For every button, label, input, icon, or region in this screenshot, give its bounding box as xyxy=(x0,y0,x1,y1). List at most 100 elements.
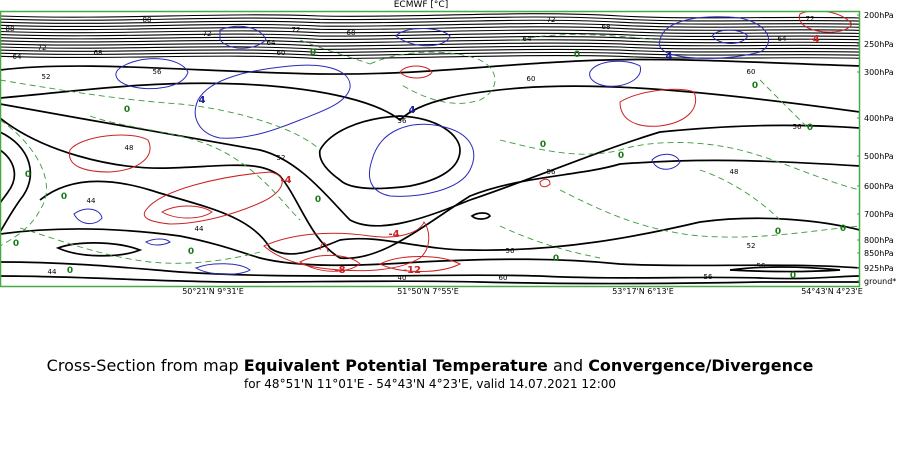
theta-e-isoline xyxy=(0,117,860,260)
pressure-axis: 200hPa 250hPa 300hPa 400hPa 500hPa 600hPa 700h… xyxy=(857,11,896,286)
isoline-label: 68 xyxy=(347,29,356,37)
isoline-label: 72 xyxy=(38,44,47,52)
zero-isolines xyxy=(0,34,860,264)
theta-e-isoline xyxy=(0,149,16,205)
zero-label: 0 xyxy=(61,192,67,202)
divergence-contour xyxy=(194,64,351,139)
isoline-label: 72 xyxy=(547,16,556,24)
convergence-isolines xyxy=(69,11,853,272)
pressure-tick-label: ground* xyxy=(864,277,896,286)
title-variable-2: Convergence/Divergence xyxy=(588,356,814,375)
zero-label: 0 xyxy=(618,151,624,161)
zero-contour xyxy=(519,34,661,41)
title-prefix: Cross-Section from map xyxy=(46,356,244,375)
divergence-contour xyxy=(115,58,189,90)
isoline-label: 52 xyxy=(42,73,51,81)
divergence-label: 4 xyxy=(199,95,206,106)
pressure-tick-label: 200hPa xyxy=(864,11,894,20)
isoline-label: 56 xyxy=(153,68,162,76)
divergence-contour xyxy=(73,208,103,224)
x-tick-label: 53°17'N 6°13'E xyxy=(612,287,674,296)
convergence-label: -12 xyxy=(403,265,421,276)
isoline-label: 60 xyxy=(747,68,756,76)
isoline-label: 56 xyxy=(793,123,802,131)
isoline-label: 44 xyxy=(195,225,204,233)
convergence-labels: -4 -4 -8 -12 -4 xyxy=(280,34,819,276)
zero-contour xyxy=(499,225,601,259)
isoline-label: 68 xyxy=(602,23,611,31)
zero-label: 0 xyxy=(315,195,321,205)
zero-label: 0 xyxy=(574,50,580,60)
theta-e-isoline xyxy=(0,48,860,54)
theta-e-isoline xyxy=(0,16,860,22)
x-tick-label: 50°21'N 9°31'E xyxy=(182,287,244,296)
isoline-label: 56 xyxy=(506,247,515,255)
chart-subtitle: for 48°51'N 11°01'E - 54°43'N 4°23'E, va… xyxy=(243,377,617,391)
divergence-contour xyxy=(368,123,475,197)
theta-e-isoline xyxy=(0,45,860,50)
isoline-label: 60 xyxy=(527,75,536,83)
zero-contour xyxy=(299,39,371,65)
divergence-contour xyxy=(658,16,770,59)
x-tick-label: 54°43'N 4°23'E xyxy=(801,287,863,296)
theta-e-isoline xyxy=(0,103,860,227)
theta-e-isoline xyxy=(0,82,860,122)
theta-e-isoline xyxy=(470,212,492,220)
theta-e-isolines xyxy=(0,58,860,285)
isoline-label: 44 xyxy=(87,197,96,205)
zero-label: 0 xyxy=(840,224,846,234)
zero-contour xyxy=(699,169,781,221)
zero-label: 0 xyxy=(25,170,31,180)
isoline-label: 52 xyxy=(747,242,756,250)
convergence-contour xyxy=(619,88,697,127)
zero-contour xyxy=(19,227,261,264)
isoline-label: 72 xyxy=(203,30,212,38)
isoline-label: 64 xyxy=(267,39,276,47)
theta-e-isoline xyxy=(318,115,461,190)
zero-label: 0 xyxy=(67,266,73,276)
theta-e-isoline xyxy=(0,261,860,280)
theta-e-isoline xyxy=(0,39,860,44)
zero-contour xyxy=(499,139,860,191)
zero-label: 0 xyxy=(13,239,19,249)
isoline-label: 56 xyxy=(757,262,766,270)
convergence-label: -8 xyxy=(334,265,345,276)
isoline-label: 48 xyxy=(125,144,134,152)
isoline-label: 52 xyxy=(277,154,286,162)
convergence-contour xyxy=(399,65,433,79)
zero-contour xyxy=(0,119,47,247)
pressure-tick-label: 500hPa xyxy=(864,152,894,161)
theta-e-isoline xyxy=(0,29,860,35)
pressure-tick-label: 800hPa xyxy=(864,236,894,245)
zero-label: 0 xyxy=(752,81,758,91)
title-joiner: and xyxy=(547,356,589,375)
divergence-isolines xyxy=(73,16,770,275)
theta-e-isoline xyxy=(0,19,860,25)
x-axis: 50°21'N 9°31'E 51°50'N 7°55'E 53°17'N 6°13… xyxy=(182,287,863,296)
zero-label: 0 xyxy=(124,105,130,115)
divergence-contour xyxy=(651,153,681,170)
theta-e-isoline xyxy=(0,275,860,285)
theta-e-isoline xyxy=(0,55,860,60)
isoline-label: 64 xyxy=(13,53,22,61)
isoline-label: 88 xyxy=(6,25,15,33)
isoline-label: 88 xyxy=(143,16,152,24)
zero-contour xyxy=(759,79,811,131)
theta-e-labels: 88 88 72 68 72 72 68 72 68 72 64 64 64 6… xyxy=(6,15,815,282)
zero-labels: 0 0 0 0 0 0 0 0 0 0 0 0 0 0 0 0 0 xyxy=(13,48,846,281)
theta-e-isoline xyxy=(0,32,860,38)
cross-section-chart: ECMWF [°C] xyxy=(0,0,896,296)
zero-label: 0 xyxy=(553,254,559,264)
zero-label: 0 xyxy=(310,48,316,58)
convergence-contour xyxy=(160,205,213,219)
isoline-label: 56 xyxy=(704,273,713,281)
pressure-tick-label: 700hPa xyxy=(864,210,894,219)
theta-e-isoline xyxy=(0,58,860,75)
isoline-label: 64 xyxy=(778,35,787,43)
isoline-label: 56 xyxy=(547,168,556,176)
zero-label: 0 xyxy=(807,123,813,133)
theta-e-isoline xyxy=(39,180,860,255)
theta-e-isoline xyxy=(0,228,860,269)
divergence-label: 4 xyxy=(409,105,416,116)
isoline-label: 64 xyxy=(523,35,532,43)
